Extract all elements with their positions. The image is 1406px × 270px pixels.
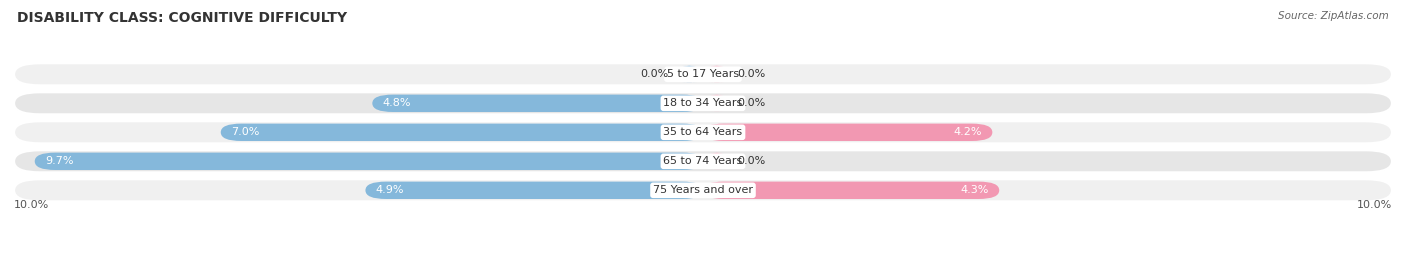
Text: 0.0%: 0.0% — [738, 98, 766, 108]
Text: 4.8%: 4.8% — [382, 98, 411, 108]
FancyBboxPatch shape — [14, 150, 1392, 172]
FancyBboxPatch shape — [221, 124, 703, 141]
Legend: Male, Female: Male, Female — [643, 266, 763, 270]
Text: 0.0%: 0.0% — [738, 69, 766, 79]
Text: 9.7%: 9.7% — [45, 156, 73, 166]
FancyBboxPatch shape — [35, 153, 703, 170]
Text: 18 to 34 Years: 18 to 34 Years — [664, 98, 742, 108]
Text: 75 Years and over: 75 Years and over — [652, 185, 754, 195]
FancyBboxPatch shape — [703, 153, 731, 170]
Text: 65 to 74 Years: 65 to 74 Years — [664, 156, 742, 166]
FancyBboxPatch shape — [14, 92, 1392, 114]
Text: 0.0%: 0.0% — [640, 69, 669, 79]
FancyBboxPatch shape — [675, 66, 703, 83]
Text: 0.0%: 0.0% — [738, 156, 766, 166]
FancyBboxPatch shape — [366, 182, 703, 199]
FancyBboxPatch shape — [703, 94, 731, 112]
Text: 4.3%: 4.3% — [960, 185, 988, 195]
FancyBboxPatch shape — [703, 66, 731, 83]
FancyBboxPatch shape — [14, 179, 1392, 201]
FancyBboxPatch shape — [14, 63, 1392, 85]
FancyBboxPatch shape — [14, 121, 1392, 143]
FancyBboxPatch shape — [703, 182, 1000, 199]
Text: 10.0%: 10.0% — [14, 200, 49, 210]
Text: 35 to 64 Years: 35 to 64 Years — [664, 127, 742, 137]
FancyBboxPatch shape — [373, 94, 703, 112]
Text: 4.9%: 4.9% — [375, 185, 405, 195]
Text: 10.0%: 10.0% — [1357, 200, 1392, 210]
Text: 7.0%: 7.0% — [231, 127, 260, 137]
FancyBboxPatch shape — [703, 124, 993, 141]
Text: DISABILITY CLASS: COGNITIVE DIFFICULTY: DISABILITY CLASS: COGNITIVE DIFFICULTY — [17, 11, 347, 25]
Text: 4.2%: 4.2% — [953, 127, 981, 137]
Text: Source: ZipAtlas.com: Source: ZipAtlas.com — [1278, 11, 1389, 21]
Text: 5 to 17 Years: 5 to 17 Years — [666, 69, 740, 79]
